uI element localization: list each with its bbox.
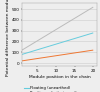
X-axis label: Module position in the chain: Module position in the chain bbox=[29, 75, 90, 79]
Legend: Floating (unearthed), Positive polarity in earth, Negative polarity in ground: Floating (unearthed), Positive polarity … bbox=[24, 86, 84, 92]
Y-axis label: Potential difference between modules: Potential difference between modules bbox=[6, 0, 10, 76]
